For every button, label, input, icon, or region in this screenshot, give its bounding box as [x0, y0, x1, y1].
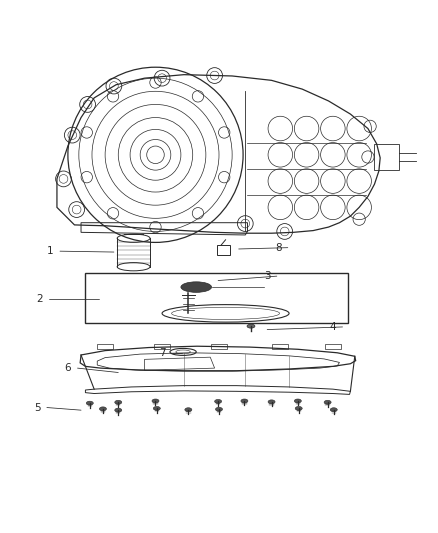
Ellipse shape — [185, 408, 192, 411]
Text: 8: 8 — [275, 243, 282, 253]
Bar — [217, 245, 230, 255]
Text: 3: 3 — [264, 271, 271, 281]
Ellipse shape — [153, 407, 160, 410]
Text: 4: 4 — [329, 322, 336, 332]
Text: 6: 6 — [64, 363, 71, 373]
Ellipse shape — [324, 400, 331, 404]
Bar — [154, 344, 170, 349]
Ellipse shape — [86, 401, 93, 405]
Bar — [97, 344, 113, 349]
Text: 1: 1 — [47, 246, 54, 256]
Ellipse shape — [294, 399, 301, 403]
Ellipse shape — [115, 400, 122, 404]
Ellipse shape — [330, 408, 337, 411]
Text: 2: 2 — [36, 294, 43, 304]
Bar — [85, 273, 348, 324]
Ellipse shape — [152, 399, 159, 403]
Bar — [325, 344, 341, 349]
Bar — [374, 144, 399, 170]
Text: 5: 5 — [34, 402, 41, 413]
Ellipse shape — [115, 408, 122, 412]
Ellipse shape — [181, 282, 212, 292]
Ellipse shape — [99, 407, 106, 411]
Ellipse shape — [215, 399, 222, 403]
Ellipse shape — [295, 407, 302, 410]
Ellipse shape — [241, 399, 248, 403]
Bar — [211, 344, 227, 349]
Text: 7: 7 — [159, 348, 166, 358]
Ellipse shape — [247, 324, 255, 328]
Ellipse shape — [268, 400, 275, 404]
Bar — [272, 344, 288, 349]
Ellipse shape — [215, 407, 223, 411]
